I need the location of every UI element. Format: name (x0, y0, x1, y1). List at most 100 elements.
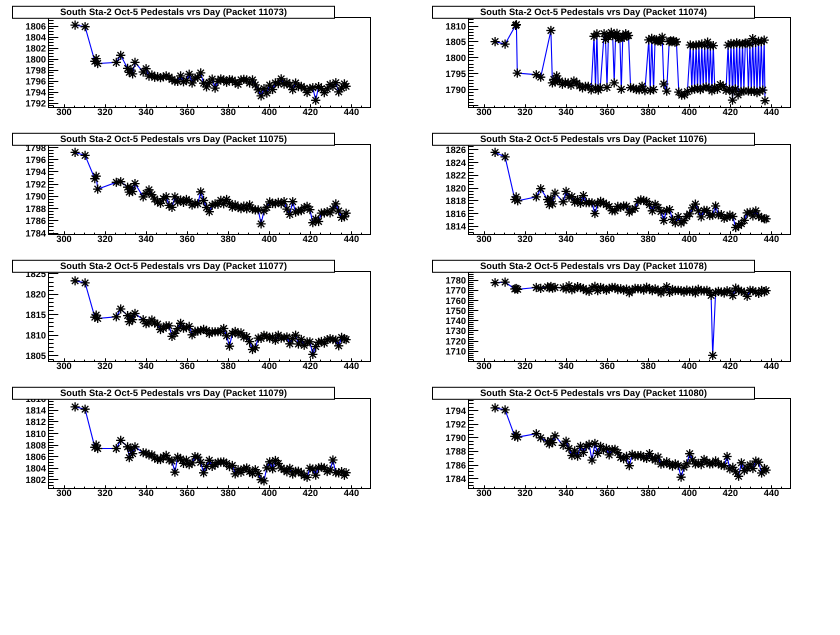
svg-text:440: 440 (764, 361, 779, 371)
svg-text:380: 380 (221, 361, 236, 371)
svg-text:1794: 1794 (26, 167, 47, 177)
svg-text:1818: 1818 (446, 196, 466, 206)
svg-text:340: 340 (138, 234, 153, 244)
svg-text:1790: 1790 (446, 85, 466, 95)
svg-text:340: 340 (558, 234, 573, 244)
svg-text:380: 380 (221, 107, 236, 117)
svg-text:1792: 1792 (26, 180, 46, 190)
svg-text:South Sta-2 Oct-5 Pedestals vr: South Sta-2 Oct-5 Pedestals vrs Day (Pac… (480, 261, 707, 271)
svg-text:1814: 1814 (26, 406, 47, 416)
svg-text:320: 320 (517, 234, 532, 244)
svg-text:320: 320 (97, 361, 112, 371)
svg-text:1792: 1792 (446, 420, 466, 430)
svg-text:400: 400 (262, 488, 277, 498)
svg-text:1760: 1760 (446, 296, 466, 306)
svg-text:1808: 1808 (26, 440, 46, 450)
svg-text:340: 340 (558, 361, 573, 371)
svg-text:360: 360 (180, 361, 195, 371)
svg-text:1810: 1810 (26, 331, 46, 341)
svg-text:1792: 1792 (26, 98, 46, 108)
svg-text:1796: 1796 (26, 76, 46, 86)
svg-text:440: 440 (764, 107, 779, 117)
svg-text:1796: 1796 (26, 155, 46, 165)
svg-text:1826: 1826 (446, 145, 466, 155)
svg-text:420: 420 (303, 361, 318, 371)
svg-text:300: 300 (476, 234, 491, 244)
svg-text:360: 360 (180, 488, 195, 498)
svg-text:1822: 1822 (446, 171, 466, 181)
svg-text:440: 440 (344, 234, 359, 244)
svg-text:400: 400 (262, 361, 277, 371)
svg-text:1720: 1720 (446, 336, 466, 346)
svg-text:400: 400 (682, 361, 697, 371)
svg-text:1788: 1788 (26, 204, 46, 214)
svg-text:1795: 1795 (446, 69, 466, 79)
svg-text:1770: 1770 (446, 286, 466, 296)
svg-text:380: 380 (641, 234, 656, 244)
svg-text:400: 400 (262, 107, 277, 117)
svg-text:300: 300 (476, 107, 491, 117)
svg-text:1740: 1740 (446, 316, 466, 326)
svg-text:1800: 1800 (446, 53, 466, 63)
svg-text:1750: 1750 (446, 306, 466, 316)
svg-text:380: 380 (641, 107, 656, 117)
svg-text:1824: 1824 (446, 158, 467, 168)
svg-text:320: 320 (517, 361, 532, 371)
svg-text:1790: 1790 (26, 192, 46, 202)
svg-text:440: 440 (344, 361, 359, 371)
svg-text:1804: 1804 (26, 463, 47, 473)
svg-text:South Sta-2 Oct-5 Pedestals vr: South Sta-2 Oct-5 Pedestals vrs Day (Pac… (480, 134, 707, 144)
svg-text:1815: 1815 (26, 310, 46, 320)
svg-text:300: 300 (56, 107, 71, 117)
svg-text:1820: 1820 (26, 290, 46, 300)
svg-text:300: 300 (56, 361, 71, 371)
svg-text:400: 400 (262, 234, 277, 244)
svg-text:1786: 1786 (446, 460, 466, 470)
svg-text:1814: 1814 (446, 222, 467, 232)
svg-text:440: 440 (344, 488, 359, 498)
svg-text:360: 360 (600, 234, 615, 244)
svg-text:1790: 1790 (446, 433, 466, 443)
svg-text:420: 420 (723, 234, 738, 244)
svg-text:South Sta-2 Oct-5 Pedestals vr: South Sta-2 Oct-5 Pedestals vrs Day (Pac… (480, 388, 707, 398)
svg-text:1804: 1804 (26, 33, 47, 43)
svg-text:South Sta-2 Oct-5 Pedestals vr: South Sta-2 Oct-5 Pedestals vrs Day (Pac… (60, 134, 287, 144)
svg-text:1730: 1730 (446, 326, 466, 336)
svg-text:340: 340 (138, 107, 153, 117)
svg-text:1802: 1802 (26, 475, 46, 485)
svg-text:1710: 1710 (446, 347, 466, 357)
svg-text:360: 360 (180, 107, 195, 117)
svg-text:1784: 1784 (26, 228, 47, 238)
svg-text:300: 300 (56, 234, 71, 244)
svg-text:440: 440 (764, 488, 779, 498)
svg-text:1805: 1805 (26, 351, 46, 361)
svg-text:340: 340 (138, 361, 153, 371)
svg-text:300: 300 (476, 488, 491, 498)
svg-text:360: 360 (180, 234, 195, 244)
svg-text:South Sta-2 Oct-5 Pedestals vr: South Sta-2 Oct-5 Pedestals vrs Day (Pac… (60, 388, 287, 398)
svg-text:360: 360 (600, 488, 615, 498)
svg-text:420: 420 (303, 234, 318, 244)
svg-text:1805: 1805 (446, 37, 466, 47)
svg-text:1802: 1802 (26, 43, 46, 53)
svg-text:440: 440 (344, 107, 359, 117)
svg-text:420: 420 (303, 107, 318, 117)
svg-text:1812: 1812 (26, 417, 46, 427)
svg-text:420: 420 (723, 361, 738, 371)
svg-text:320: 320 (97, 488, 112, 498)
svg-text:380: 380 (221, 488, 236, 498)
svg-text:1784: 1784 (446, 474, 467, 484)
svg-text:380: 380 (641, 361, 656, 371)
svg-text:420: 420 (723, 107, 738, 117)
svg-text:380: 380 (221, 234, 236, 244)
svg-text:440: 440 (764, 234, 779, 244)
svg-text:1820: 1820 (446, 183, 466, 193)
svg-text:400: 400 (682, 234, 697, 244)
svg-text:340: 340 (138, 488, 153, 498)
svg-text:320: 320 (517, 107, 532, 117)
svg-text:1810: 1810 (26, 429, 46, 439)
svg-text:380: 380 (641, 488, 656, 498)
svg-text:1794: 1794 (26, 87, 47, 97)
svg-text:400: 400 (682, 488, 697, 498)
svg-text:1780: 1780 (446, 276, 466, 286)
